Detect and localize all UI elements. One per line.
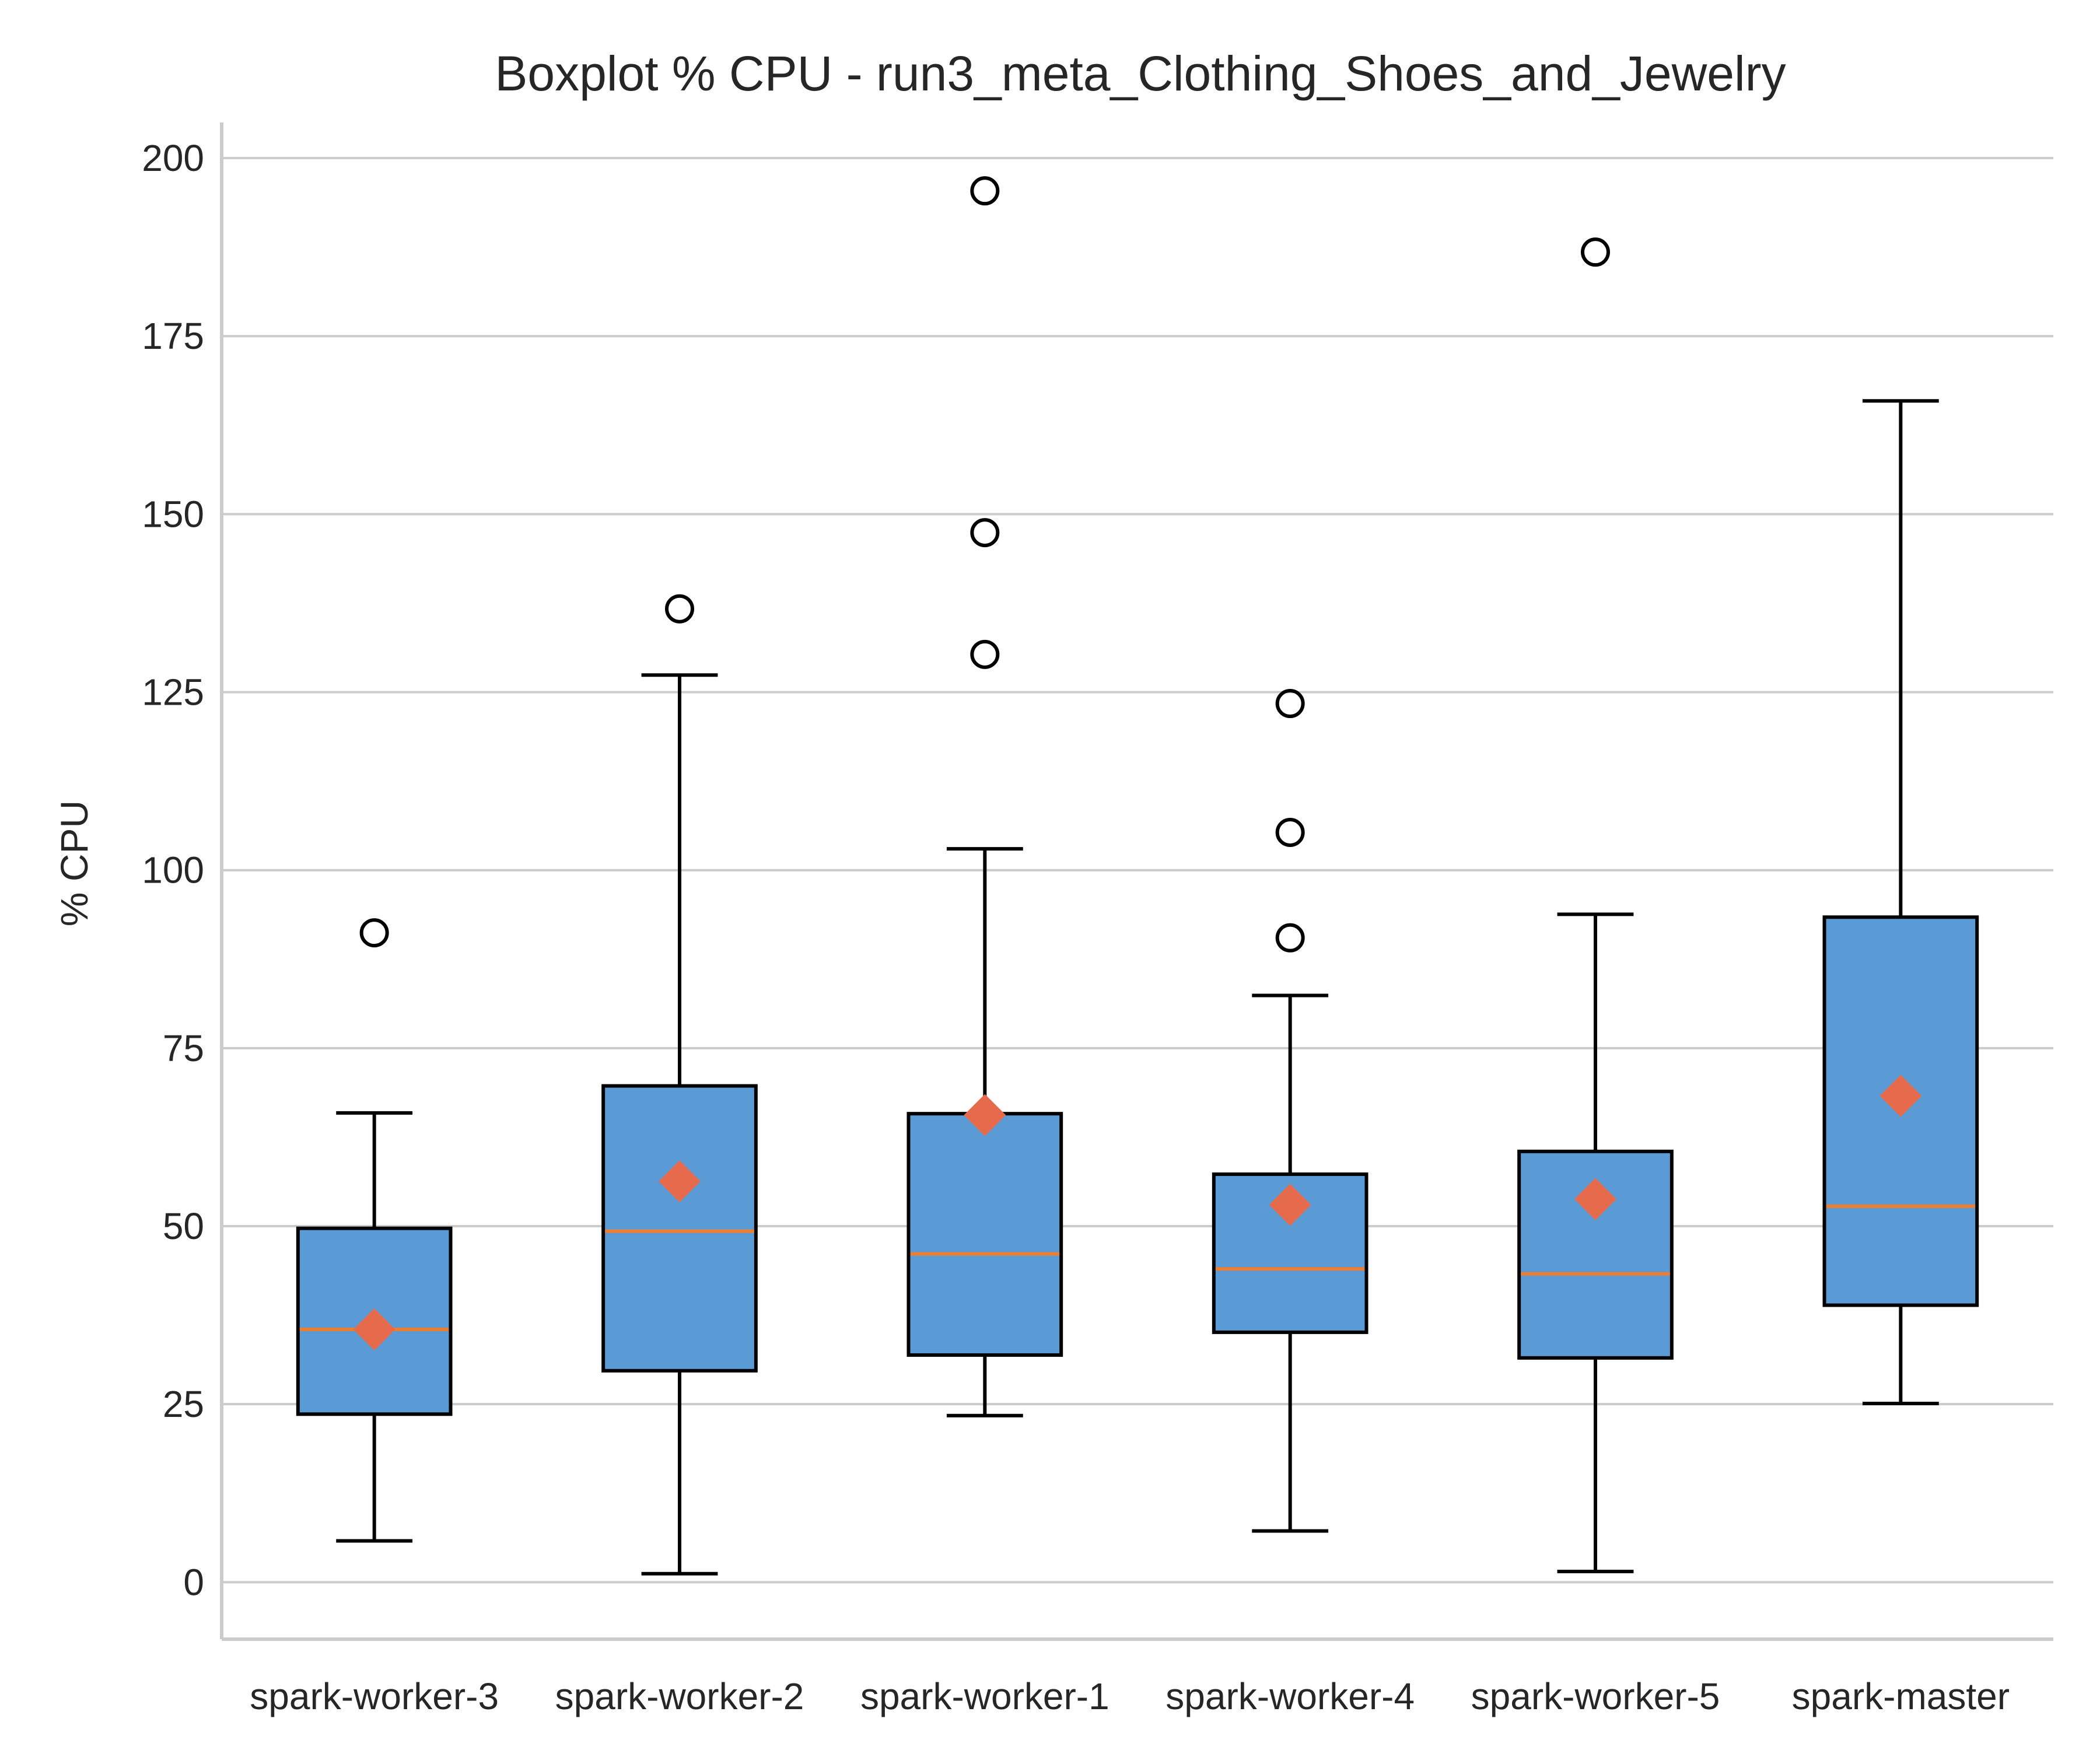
mean-marker [1880,1074,1922,1117]
x-tick-label: spark-worker-4 [1166,1675,1415,1717]
x-tick-label: spark-worker-1 [860,1675,1110,1717]
outlier-point [665,594,694,624]
boxes [296,176,1979,1576]
box-group-spark-worker-1 [907,176,1063,1418]
box-group-spark-worker-2 [601,594,758,1576]
box-group-spark-worker-5 [1517,237,1674,1574]
mean-marker [1269,1184,1311,1226]
outlier-point [1275,923,1305,953]
iqr-box [601,1084,758,1373]
y-tick-label: 50 [163,1205,204,1247]
x-tick-labels: spark-worker-3 spark-worker-2 spark-worker… [250,1675,2010,1717]
x-tick-label: spark-worker-5 [1471,1675,1720,1717]
x-tick-label: spark-worker-2 [555,1675,804,1717]
chart-title: Boxplot % CPU - run3_meta_Clothing_Shoes… [495,46,1786,101]
outlier-point [970,518,1000,548]
y-tick-labels: 0 25 50 75 100 125 150 175 200 [142,137,204,1603]
x-tick-label: spark-master [1792,1675,2010,1717]
y-tick-label: 0 [183,1561,204,1603]
box-group-spark-master [1822,399,1979,1405]
outlier-point [1275,817,1305,847]
axes [220,123,2053,1641]
y-tick-label: 200 [142,137,204,179]
y-tick-label: 125 [142,671,204,713]
box-group-spark-worker-4 [1212,689,1368,1533]
y-tick-label: 75 [163,1027,204,1069]
mean-marker [659,1160,701,1203]
mean-marker [353,1308,396,1351]
x-tick-label: spark-worker-3 [250,1675,499,1717]
outlier-point [970,176,1000,206]
y-tick-label: 150 [142,493,204,535]
y-axis-label: % CPU [52,800,96,926]
outlier-point [1581,237,1610,267]
grid-lines [222,157,2053,1584]
y-tick-label: 25 [163,1383,204,1425]
mean-marker [1574,1178,1616,1220]
box-group-spark-worker-3 [296,918,453,1543]
outlier-point [970,639,1000,669]
iqr-box [907,1112,1063,1357]
mean-marker [964,1094,1006,1136]
outlier-point [359,918,389,948]
y-tick-label: 100 [142,849,204,891]
y-tick-label: 175 [142,315,204,357]
outlier-point [1275,689,1305,719]
